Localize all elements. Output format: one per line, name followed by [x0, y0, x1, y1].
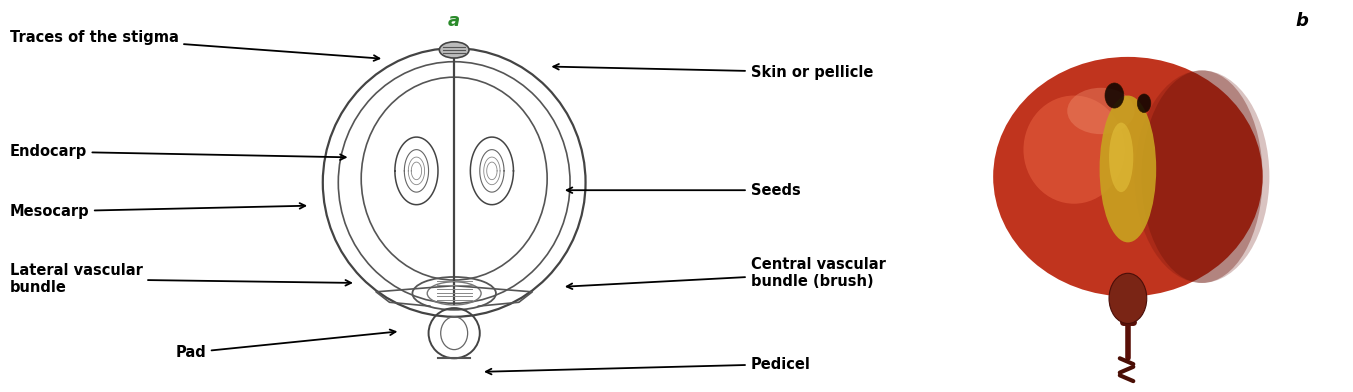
- Text: Pedicel: Pedicel: [486, 357, 810, 374]
- Text: Skin or pellicle: Skin or pellicle: [553, 64, 873, 80]
- Ellipse shape: [440, 42, 469, 58]
- Text: Endocarp: Endocarp: [9, 144, 345, 160]
- Ellipse shape: [1109, 123, 1134, 192]
- Text: Pad: Pad: [176, 330, 395, 360]
- Text: Lateral vascular
bundle: Lateral vascular bundle: [9, 263, 350, 295]
- Ellipse shape: [1135, 71, 1269, 283]
- Ellipse shape: [1105, 83, 1124, 108]
- Ellipse shape: [993, 57, 1262, 296]
- Ellipse shape: [1100, 96, 1157, 242]
- Ellipse shape: [1023, 96, 1124, 204]
- Text: a: a: [448, 13, 460, 31]
- Ellipse shape: [1068, 88, 1135, 134]
- Text: Central vascular
bundle (brush): Central vascular bundle (brush): [567, 257, 885, 289]
- Ellipse shape: [1138, 94, 1151, 113]
- Text: Traces of the stigma: Traces of the stigma: [9, 30, 379, 61]
- Ellipse shape: [1142, 71, 1262, 283]
- Text: b: b: [1295, 13, 1308, 31]
- Text: Seeds: Seeds: [567, 183, 801, 198]
- Text: Mesocarp: Mesocarp: [9, 203, 306, 219]
- Ellipse shape: [1109, 273, 1147, 323]
